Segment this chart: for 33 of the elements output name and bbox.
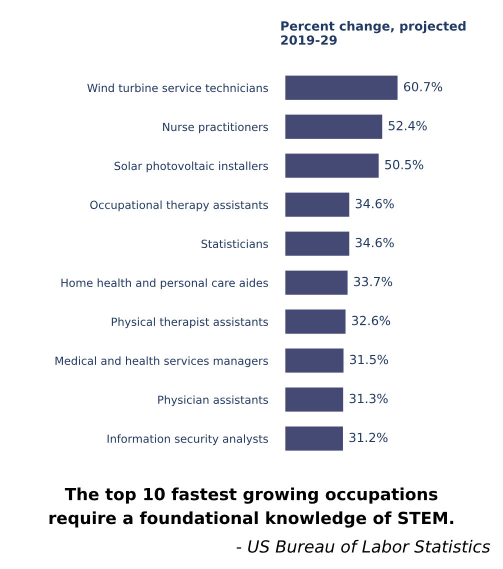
y-tick-label: Physical therapist assistants [112, 317, 268, 328]
data-label: 50.5% [385, 160, 424, 170]
bar [285, 348, 344, 373]
data-label: 31.5% [350, 354, 388, 364]
bar [285, 232, 350, 256]
bar [285, 76, 398, 100]
bar [285, 310, 346, 334]
data-label: 34.6% [356, 198, 394, 208]
data-label: 60.7% [404, 82, 442, 92]
y-tick-label: Nurse practitioners [163, 122, 268, 134]
y-tick-label: Medical and health services managers [56, 356, 268, 368]
y-tick-label: Information security analysts [108, 434, 268, 446]
data-label: 52.4% [388, 120, 427, 130]
chart-title: Percent change, projected 2019-29 [281, 21, 466, 45]
y-tick-label: Statisticians [202, 239, 268, 248]
data-label: 34.6% [356, 238, 394, 248]
y-tick-label: Occupational therapy assistants [90, 200, 268, 212]
data-label: 33.7% [354, 276, 392, 286]
bar [285, 388, 344, 412]
y-tick-label: Solar photovoltaic installers [114, 162, 268, 172]
bar [285, 192, 350, 217]
bar [285, 270, 348, 295]
data-label: 32.6% [352, 316, 390, 326]
y-tick-label: Wind turbine service technicians [87, 84, 268, 92]
bar [285, 154, 379, 178]
y-tick-label: Home health and personal care aides [61, 278, 268, 290]
y-tick-label: Physician assistants [158, 395, 268, 406]
text: The top 10 fastest growing occupations require a foundational knowledge of STEM. [50, 487, 454, 528]
data-label: 31.3% [350, 394, 388, 404]
bar [285, 114, 382, 139]
text: - US Bureau of Labor Statistics [236, 540, 490, 553]
bar [285, 426, 343, 451]
data-label: 31.2% [349, 432, 388, 442]
